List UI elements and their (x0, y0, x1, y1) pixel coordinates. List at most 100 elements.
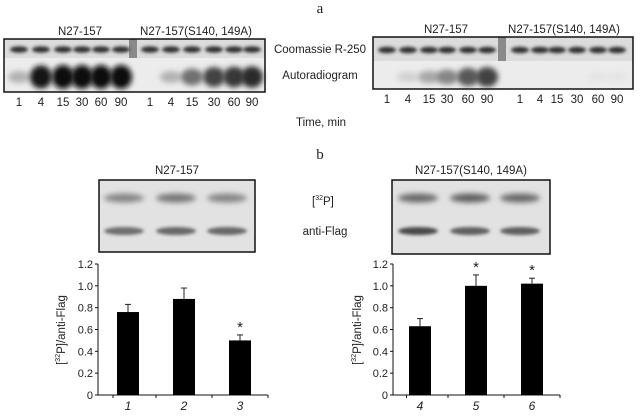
lane-time-label: 90 (115, 97, 128, 109)
p32-band (207, 193, 247, 203)
autoradiogram-band (241, 66, 263, 88)
y-tick-label: 0.8 (78, 303, 93, 315)
time-caption: Time, min (296, 117, 346, 129)
coomassie-band (548, 46, 566, 54)
coomassie-band (92, 46, 110, 53)
coomassie-band (183, 46, 201, 53)
bar (521, 283, 543, 395)
autoradiogram-band (606, 72, 628, 82)
antiflag-band (207, 227, 247, 235)
autoradiogram-band (30, 65, 52, 89)
lane-time-label: 30 (208, 97, 221, 109)
gel-left: N27-157 1 4 15 30 60 90 N27-157(S140, 149A) 1 4 15… (3, 26, 266, 109)
y-axis-label: [32P]/anti-Flag (55, 295, 68, 365)
y-tick-label: 0.6 (78, 325, 93, 337)
bar (229, 340, 251, 395)
significance-asterisk: * (473, 259, 479, 276)
x-category-label: 2 (180, 399, 188, 413)
lane-time-label: 1 (517, 94, 523, 106)
antiflag-band (500, 227, 540, 235)
autoradiogram-band (90, 65, 112, 89)
y-tick-label: 0.4 (373, 346, 388, 358)
lane-time-label: 30 (76, 97, 89, 109)
x-category-label: 1 (125, 399, 132, 413)
bar (409, 326, 431, 395)
lane-divider (129, 39, 137, 58)
coomassie-band (399, 46, 417, 54)
coomassie-band (32, 46, 50, 53)
autoradiogram-band (71, 65, 93, 89)
lane-time-label: 1 (16, 97, 22, 109)
coomassie-band (225, 46, 243, 53)
autoradiogram-band (223, 66, 245, 88)
blot-background (392, 180, 550, 254)
lane-time-label: 15 (57, 97, 70, 109)
lane-time-label: 60 (95, 97, 108, 109)
western-blot-right (391, 179, 551, 255)
coomassie-band (531, 46, 549, 54)
coomassie-band (420, 46, 438, 54)
coomassie-band (589, 46, 607, 54)
western-blot-left (98, 179, 256, 253)
coomassie-band (10, 46, 28, 53)
gel-frame (3, 38, 266, 93)
panel-a-letter: a (317, 1, 324, 17)
coomassie-band (478, 46, 496, 54)
antiflag-band (398, 227, 438, 235)
blot-frame (391, 179, 551, 255)
coomassie-band (205, 46, 223, 53)
lane-time-label: 15 (186, 97, 199, 109)
bar (465, 285, 487, 395)
x-category-label: 6 (529, 399, 536, 413)
coomassie-band (511, 46, 529, 54)
autoradiogram-band (52, 65, 74, 89)
significance-asterisk: * (529, 262, 535, 279)
autoradiogram-band (418, 70, 440, 84)
bar (117, 312, 139, 395)
coomassie-band (608, 46, 626, 54)
panel-b-letter: b (316, 147, 324, 163)
autoradiogram-band (457, 67, 479, 87)
bar (173, 298, 195, 395)
x-category-label: 3 (237, 399, 244, 413)
lane-time-label: 30 (441, 94, 454, 106)
y-tick-label: 1.0 (78, 281, 93, 293)
lane-time-label: 1 (147, 97, 153, 109)
p32-band (156, 193, 196, 203)
lane-divider (498, 37, 506, 61)
bar-chart-right: [32P]/anti-Flag 0 0.2 0.4 0.6 0.8 1.0 1.2 4 * 5 * 6 (351, 259, 561, 413)
p32-blot-label: [32P] (312, 195, 334, 208)
lane-time-label: 60 (462, 94, 475, 106)
y-axis-label: [32P]/anti-Flag (351, 295, 364, 365)
p32-band (398, 193, 438, 203)
group-label: N27-157 (424, 24, 468, 36)
lane-time-label: 4 (168, 97, 175, 109)
autoradiogram-band (110, 65, 132, 89)
coomassie-band (568, 46, 586, 54)
blot-title-right: N27-157(S140, 149A) (415, 165, 527, 177)
autoradiogram-band (181, 68, 203, 86)
autoradiogram-band (397, 72, 419, 82)
gel-right: N27-157 1 4 15 30 60 90 N27-157(S140, 149A) 1 4 15… (372, 24, 634, 106)
y-tick-label: 0 (87, 390, 93, 402)
group-label: N27-157(S140, 149A) (508, 24, 620, 36)
antiflag-band (450, 227, 490, 235)
significance-asterisk: * (237, 319, 243, 336)
coomassie-band (141, 46, 159, 53)
y-tick-label: 0.8 (373, 303, 388, 315)
p32-band (104, 193, 144, 203)
x-category-label: 5 (473, 399, 480, 413)
coomassie-band (54, 46, 72, 53)
y-tick-label: 1.2 (373, 259, 388, 271)
antiflag-band (104, 227, 144, 235)
coomassie-band (243, 46, 261, 53)
y-tick-label: 0.2 (373, 368, 388, 380)
y-tick-label: 0.6 (373, 325, 388, 337)
gel-frame (372, 36, 634, 90)
coomassie-band (438, 46, 456, 54)
autoradiogram-band (587, 72, 609, 82)
coomassie-band (162, 46, 180, 53)
coomassie-band (112, 46, 130, 53)
